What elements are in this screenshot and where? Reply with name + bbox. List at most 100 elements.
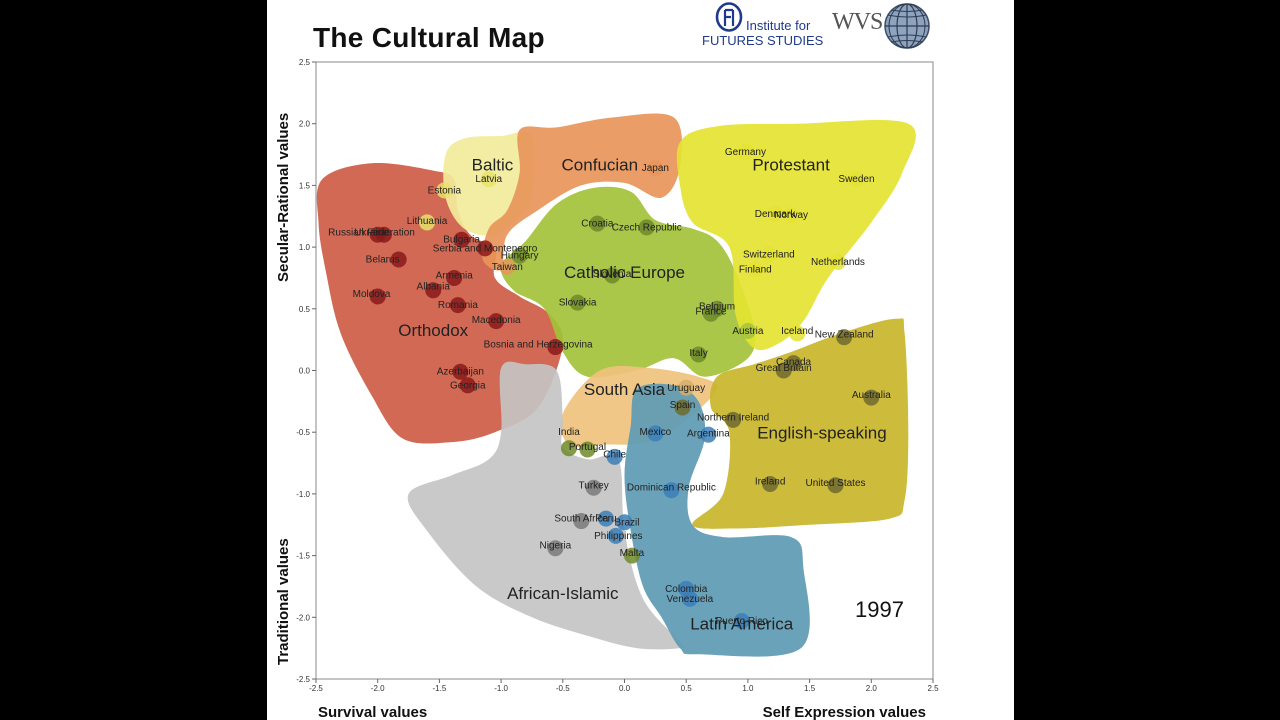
label-south-africa: South Africa xyxy=(554,514,608,525)
iff-mark-icon xyxy=(715,2,743,32)
y-tick-label: 2.0 xyxy=(299,120,311,129)
year-label: 1997 xyxy=(855,597,904,622)
label-ukraine: Ukraine xyxy=(354,227,389,238)
label-venezuela: Venezuela xyxy=(667,594,714,605)
region-label-catholic-europe: Catholic Europe xyxy=(564,263,685,282)
label-netherlands: Netherlands xyxy=(811,257,865,268)
label-mexico: Mexico xyxy=(640,427,672,438)
point-mexico xyxy=(647,425,664,442)
x-axis-label-right: Self Expression values xyxy=(763,704,926,720)
point-brazil xyxy=(616,514,633,531)
x-tick-label: 1.0 xyxy=(742,684,754,693)
label-bosnia-and-herzegovina: Bosnia and Herzegovina xyxy=(484,340,593,351)
region-label-baltic: Baltic xyxy=(472,156,514,175)
region-label-protestant: Protestant xyxy=(752,156,830,175)
point-philippines xyxy=(607,527,624,544)
label-switzerland: Switzerland xyxy=(743,250,795,261)
label-moldova: Moldova xyxy=(353,289,391,300)
label-argentina: Argentina xyxy=(687,428,730,439)
label-albania: Albania xyxy=(417,282,451,293)
x-tick-label: 2.5 xyxy=(927,684,939,693)
label-nigeria: Nigeria xyxy=(540,541,572,552)
point-france xyxy=(702,305,719,322)
x-axis-label-left: Survival values xyxy=(318,704,427,720)
label-portugal: Portugal xyxy=(569,442,606,453)
y-axis-label-top: Secular-Rational values xyxy=(275,113,292,282)
region-label-confucian: Confucian xyxy=(562,156,639,175)
page-title: The Cultural Map xyxy=(313,22,545,53)
point-serbia-and-montenegro xyxy=(477,240,494,257)
point-northern-ireland xyxy=(725,411,742,428)
point-austria xyxy=(739,323,756,340)
point-india xyxy=(560,440,577,457)
globe-icon xyxy=(884,3,930,49)
label-hungary: Hungary xyxy=(501,251,539,262)
point-chile xyxy=(606,448,623,465)
point-united-states xyxy=(827,477,844,494)
x-tick-label: -2.0 xyxy=(371,684,385,693)
point-croatia xyxy=(589,215,606,232)
label-philippines: Philippines xyxy=(594,531,642,542)
region-label-orthodox: Orthodox xyxy=(398,321,468,340)
point-dominican-republic xyxy=(663,482,680,499)
label-sweden: Sweden xyxy=(838,174,874,185)
label-latvia: Latvia xyxy=(475,174,502,185)
point-sweden xyxy=(848,171,865,188)
label-australia: Australia xyxy=(852,390,891,401)
y-tick-label: -1.5 xyxy=(296,552,310,561)
point-taiwan xyxy=(499,258,516,275)
point-south-africa xyxy=(573,513,590,530)
region-labels-layer: Orthodox Baltic Confucian Catholic Europe Pr… xyxy=(398,156,886,634)
x-tick-label: 2.0 xyxy=(866,684,878,693)
point-great-britain xyxy=(775,362,792,379)
point-switzerland xyxy=(760,246,777,263)
point-azerbaijan xyxy=(452,363,469,380)
point-italy xyxy=(690,346,707,363)
point-moldova xyxy=(369,288,386,305)
x-tick-label: -1.0 xyxy=(494,684,508,693)
iff-name-line1: Institute for xyxy=(746,18,811,33)
country-points-layer xyxy=(369,144,880,630)
region-label-african-islamic: African-Islamic xyxy=(507,584,619,603)
label-dominican-republic: Dominican Republic xyxy=(627,483,716,494)
label-czech-republic: Czech Republic xyxy=(612,222,682,233)
y-tick-label: 1.0 xyxy=(299,243,311,252)
label-germany: Germany xyxy=(725,147,766,158)
label-croatia: Croatia xyxy=(581,219,614,230)
x-tick-label: -0.5 xyxy=(556,684,570,693)
label-spain: Spain xyxy=(670,400,696,411)
label-armenia: Armenia xyxy=(436,270,474,281)
label-turkey: Turkey xyxy=(579,480,609,491)
point-macedonia xyxy=(488,313,505,330)
axis-ticks: -2.5 -2.0 -1.5 -1.0 -0.5 0.0 0.5 1.0 1.5 2.0 2.5 2.… xyxy=(296,58,939,693)
point-slovenia xyxy=(604,267,621,284)
point-uruguay xyxy=(678,379,695,396)
point-ireland xyxy=(762,476,779,493)
y-tick-label: 1.5 xyxy=(299,181,311,190)
label-malta: Malta xyxy=(620,548,645,559)
label-chile: Chile xyxy=(603,449,626,460)
x-tick-label: 0.5 xyxy=(681,684,693,693)
point-romania xyxy=(449,297,466,314)
point-slovakia xyxy=(569,294,586,311)
label-great-britain: Great Britain xyxy=(756,363,812,374)
point-venezuela xyxy=(681,590,698,607)
label-norway: Norway xyxy=(774,210,808,221)
point-georgia xyxy=(459,377,476,394)
label-macedonia: Macedonia xyxy=(472,315,521,326)
x-tick-label: 0.0 xyxy=(619,684,631,693)
point-puerto-rico xyxy=(733,613,750,630)
point-bulgaria xyxy=(453,231,470,248)
point-ukraine xyxy=(369,226,386,243)
region-confucian xyxy=(482,113,683,271)
region-label-south-asia: South Asia xyxy=(584,380,666,399)
label-iceland: Iceland xyxy=(781,326,813,337)
label-brazil: Brazil xyxy=(614,517,639,528)
label-russian-federation: Russian Federation xyxy=(328,227,415,238)
point-finland xyxy=(747,261,764,278)
point-estonia xyxy=(436,182,453,199)
point-armenia xyxy=(446,269,463,286)
point-peru xyxy=(597,510,614,527)
